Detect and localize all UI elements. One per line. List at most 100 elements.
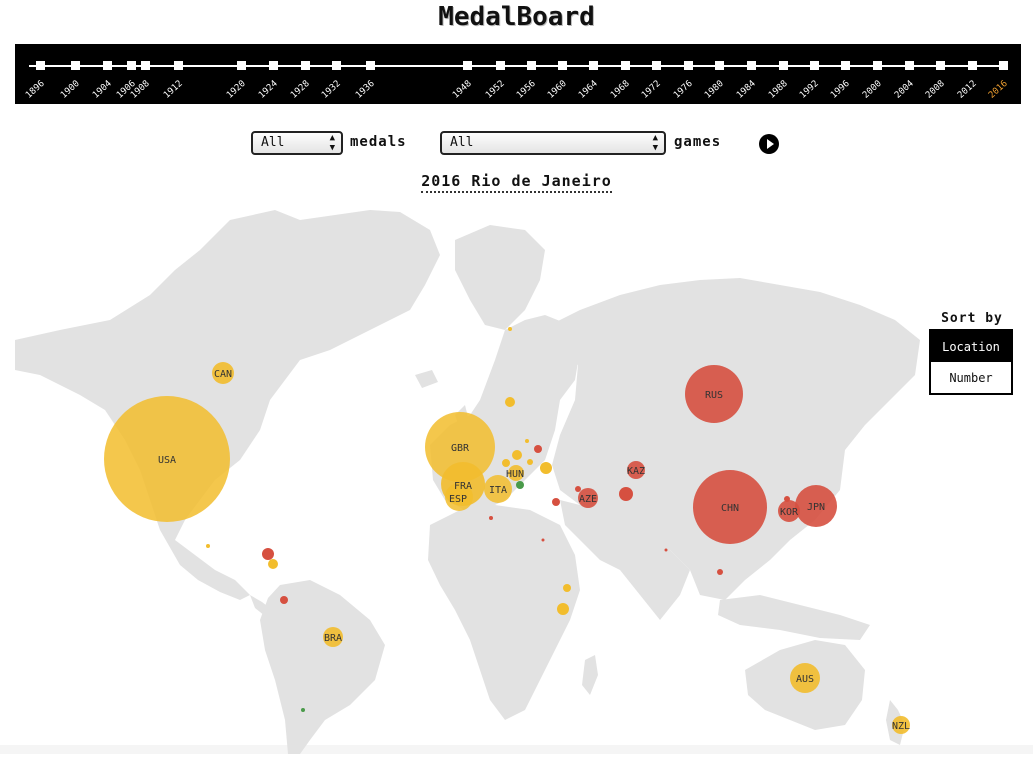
bubble-small[interactable] bbox=[552, 498, 560, 506]
bubble-small[interactable] bbox=[563, 584, 571, 592]
bubble-jpn[interactable] bbox=[795, 485, 837, 527]
timeline-year-label[interactable]: 1984 bbox=[735, 78, 758, 101]
timeline-year-label[interactable]: 1952 bbox=[484, 78, 507, 101]
timeline-tick-1992[interactable] bbox=[810, 61, 819, 70]
timeline-tick-1996[interactable] bbox=[841, 61, 850, 70]
bubble-small[interactable] bbox=[301, 708, 305, 712]
bubble-small[interactable] bbox=[502, 459, 510, 467]
games-title[interactable]: 2016 Rio de Janeiro bbox=[0, 172, 1033, 193]
bubble-small[interactable] bbox=[525, 439, 529, 443]
timeline-tick-1900[interactable] bbox=[71, 61, 80, 70]
timeline-tick-1988[interactable] bbox=[779, 61, 788, 70]
sort-number-button[interactable]: Number bbox=[929, 362, 1013, 395]
timeline-tick-1936[interactable] bbox=[366, 61, 375, 70]
timeline-year-label[interactable]: 1964 bbox=[577, 78, 600, 101]
timeline-year-label[interactable]: 1996 bbox=[829, 78, 852, 101]
bubble-small[interactable] bbox=[664, 548, 668, 552]
timeline-year-label[interactable]: 1900 bbox=[59, 78, 82, 101]
timeline-year-label[interactable]: 1912 bbox=[162, 78, 185, 101]
timeline-tick-1920[interactable] bbox=[237, 61, 246, 70]
bubble-chn[interactable] bbox=[693, 470, 767, 544]
bubble-small[interactable] bbox=[505, 397, 515, 407]
timeline-year-label[interactable]: 2016 bbox=[987, 78, 1010, 101]
timeline-year-label[interactable]: 1992 bbox=[798, 78, 821, 101]
bubble-aus[interactable] bbox=[790, 663, 820, 693]
timeline-tick-1984[interactable] bbox=[747, 61, 756, 70]
timeline-year-label[interactable]: 1936 bbox=[354, 78, 377, 101]
timeline-year-label[interactable]: 1932 bbox=[320, 78, 343, 101]
bubble-small[interactable] bbox=[489, 516, 493, 520]
games-title-text[interactable]: 2016 Rio de Janeiro bbox=[421, 172, 612, 193]
timeline-tick-2000[interactable] bbox=[873, 61, 882, 70]
year-timeline[interactable]: 1896 1900 1904 1906 1908 1912 1920 1924 1928 1932… bbox=[15, 44, 1021, 104]
bubble-small[interactable] bbox=[262, 548, 274, 560]
timeline-tick-1924[interactable] bbox=[269, 61, 278, 70]
medal-type-select[interactable]: All ▲ ▼ bbox=[251, 131, 343, 155]
timeline-year-label[interactable]: 1956 bbox=[515, 78, 538, 101]
bubble-hun[interactable] bbox=[508, 465, 524, 481]
bubble-can[interactable] bbox=[212, 362, 234, 384]
timeline-year-label[interactable]: 1924 bbox=[257, 78, 280, 101]
timeline-tick-1980[interactable] bbox=[715, 61, 724, 70]
bubble-kaz[interactable] bbox=[627, 461, 645, 479]
timeline-tick-2004[interactable] bbox=[905, 61, 914, 70]
bubble-small[interactable] bbox=[280, 596, 288, 604]
bubble-kor[interactable] bbox=[778, 500, 800, 522]
timeline-tick-1952[interactable] bbox=[496, 61, 505, 70]
timeline-tick-1956[interactable] bbox=[527, 61, 536, 70]
timeline-year-label[interactable]: 2000 bbox=[861, 78, 884, 101]
bubble-small[interactable] bbox=[540, 462, 552, 474]
bubble-small[interactable] bbox=[575, 486, 581, 492]
bubble-small[interactable] bbox=[784, 496, 790, 502]
timeline-tick-2012[interactable] bbox=[968, 61, 977, 70]
timeline-tick-1932[interactable] bbox=[332, 61, 341, 70]
timeline-tick-1904[interactable] bbox=[103, 61, 112, 70]
bubble-usa[interactable] bbox=[104, 396, 230, 522]
timeline-year-label[interactable]: 1968 bbox=[609, 78, 632, 101]
bubble-small[interactable] bbox=[619, 487, 633, 501]
bubble-small[interactable] bbox=[557, 603, 569, 615]
timeline-tick-2008[interactable] bbox=[936, 61, 945, 70]
timeline-year-label[interactable]: 2012 bbox=[956, 78, 979, 101]
play-icon[interactable] bbox=[759, 134, 779, 154]
bubble-esp[interactable] bbox=[445, 483, 473, 511]
bubble-small[interactable] bbox=[512, 450, 522, 460]
timeline-tick-1928[interactable] bbox=[301, 61, 310, 70]
timeline-tick-1912[interactable] bbox=[174, 61, 183, 70]
sort-location-button[interactable]: Location bbox=[929, 329, 1013, 362]
timeline-year-label[interactable]: 2008 bbox=[924, 78, 947, 101]
timeline-tick-1960[interactable] bbox=[558, 61, 567, 70]
bubble-small[interactable] bbox=[516, 481, 524, 489]
bubble-ita[interactable] bbox=[484, 475, 512, 503]
timeline-year-label[interactable]: 1928 bbox=[289, 78, 312, 101]
bubble-small[interactable] bbox=[541, 538, 545, 542]
timeline-year-label[interactable]: 1980 bbox=[703, 78, 726, 101]
timeline-year-label[interactable]: 1920 bbox=[225, 78, 248, 101]
bubble-small[interactable] bbox=[268, 559, 278, 569]
timeline-year-label[interactable]: 1972 bbox=[640, 78, 663, 101]
bubble-aze[interactable] bbox=[578, 488, 598, 508]
timeline-tick-1906[interactable] bbox=[127, 61, 136, 70]
timeline-year-label[interactable]: 1960 bbox=[546, 78, 569, 101]
timeline-year-label[interactable]: 1948 bbox=[451, 78, 474, 101]
bubble-small[interactable] bbox=[527, 459, 533, 465]
timeline-tick-1896[interactable] bbox=[36, 61, 45, 70]
timeline-year-label[interactable]: 2004 bbox=[893, 78, 916, 101]
bubble-small[interactable] bbox=[534, 445, 542, 453]
timeline-year-label[interactable]: 1896 bbox=[24, 78, 47, 101]
timeline-tick-1976[interactable] bbox=[684, 61, 693, 70]
timeline-tick-1972[interactable] bbox=[652, 61, 661, 70]
bubble-bra[interactable] bbox=[323, 627, 343, 647]
timeline-year-label[interactable]: 1976 bbox=[672, 78, 695, 101]
timeline-tick-1968[interactable] bbox=[621, 61, 630, 70]
timeline-tick-1908[interactable] bbox=[141, 61, 150, 70]
bubble-small[interactable] bbox=[508, 327, 512, 331]
timeline-tick-1948[interactable] bbox=[463, 61, 472, 70]
bubble-gbr[interactable] bbox=[425, 412, 495, 482]
timeline-year-label[interactable]: 1988 bbox=[767, 78, 790, 101]
bubble-nzl[interactable] bbox=[892, 716, 910, 734]
timeline-tick-2016[interactable] bbox=[999, 61, 1008, 70]
timeline-tick-1964[interactable] bbox=[589, 61, 598, 70]
games-type-select[interactable]: All ▲ ▼ bbox=[440, 131, 666, 155]
bubble-small[interactable] bbox=[206, 544, 210, 548]
